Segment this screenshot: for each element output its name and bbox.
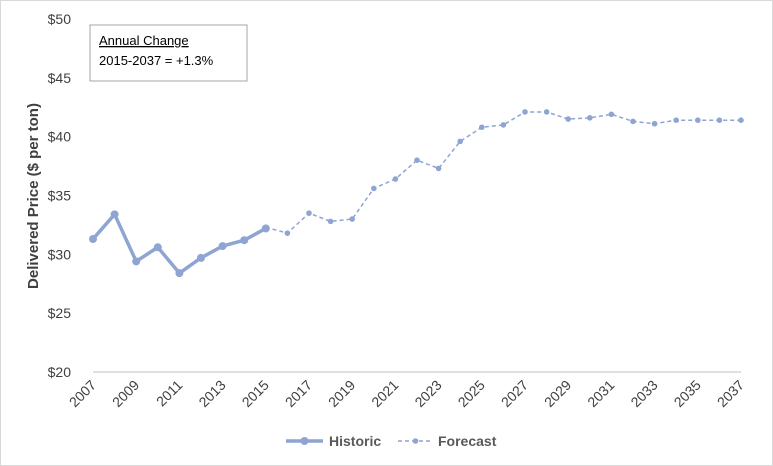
data-point-forecast [327, 218, 334, 225]
x-tick-label: 2027 [498, 377, 531, 410]
data-point-forecast [349, 216, 356, 222]
legend-marker-historic [300, 437, 309, 445]
data-point-historic [110, 210, 119, 219]
data-point-forecast [695, 117, 701, 123]
x-tick-label: 2007 [66, 377, 99, 410]
series-layer [89, 109, 744, 278]
y-tick-label: $20 [48, 364, 72, 380]
data-point-forecast [500, 122, 507, 128]
data-point-forecast [565, 116, 571, 122]
data-point-forecast [587, 115, 593, 121]
data-point-forecast [479, 124, 485, 131]
annotation-text: 2015-2037 = +1.3% [99, 53, 214, 68]
y-tick-label: $25 [48, 305, 72, 321]
x-tick-label: 2013 [195, 377, 228, 410]
annotation-border [89, 24, 248, 82]
x-tick-label: 2011 [153, 377, 186, 410]
data-point-forecast [457, 138, 464, 145]
x-tick-label: 2025 [455, 377, 488, 410]
y-axis-title: Delivered Price ($ per ton) [25, 103, 42, 289]
data-point-forecast [543, 109, 550, 115]
series-line-historic [91, 212, 267, 275]
legend: Historic Forecast [286, 433, 497, 449]
data-point-forecast [284, 230, 291, 236]
x-tick-label: 2023 [411, 377, 444, 410]
x-tick-label: 2021 [368, 377, 401, 410]
data-point-forecast [414, 157, 420, 163]
data-point-historic [197, 253, 205, 262]
legend-marker-forecast [412, 438, 419, 444]
data-point-forecast [435, 165, 442, 172]
data-point-historic [240, 236, 249, 245]
annotation-title: Annual Change [99, 33, 189, 48]
legend-label-historic: Historic [329, 433, 381, 449]
legend-label-forecast: Forecast [438, 433, 497, 449]
data-point-forecast [392, 176, 399, 182]
x-tick-label: 2037 [714, 377, 747, 410]
x-tick-label: 2017 [282, 377, 315, 410]
data-point-forecast [651, 120, 658, 127]
data-point-forecast [630, 118, 636, 125]
data-point-historic [175, 269, 184, 278]
data-point-forecast [673, 117, 679, 123]
data-point-forecast [608, 111, 615, 118]
y-tick-label: $45 [48, 70, 72, 86]
x-tick-label: 2031 [584, 377, 617, 410]
annotation-box: Annual Change 2015-2037 = +1.3% [89, 24, 248, 82]
data-point-forecast [371, 185, 377, 192]
y-tick-label: $50 [48, 11, 72, 27]
series-line-forecast [265, 111, 741, 234]
x-tick-label: 2035 [671, 377, 704, 410]
data-point-forecast [738, 117, 744, 123]
data-point-historic [153, 243, 162, 252]
data-point-historic [218, 242, 227, 251]
x-tick-label: 2019 [325, 377, 358, 410]
x-tick-label: 2015 [239, 377, 272, 410]
x-tick-label: 2029 [541, 377, 574, 410]
data-point-forecast [306, 210, 312, 216]
y-tick-label: $35 [48, 188, 72, 204]
x-tick-label: 2009 [109, 377, 142, 410]
data-point-forecast [263, 224, 269, 231]
y-tick-label: $40 [48, 129, 72, 145]
y-tick-label: $30 [48, 246, 72, 262]
data-point-historic [132, 257, 141, 266]
data-point-forecast [522, 109, 528, 115]
data-point-historic [89, 235, 97, 244]
x-tick-label: 2033 [627, 377, 660, 410]
data-point-forecast [716, 117, 723, 123]
